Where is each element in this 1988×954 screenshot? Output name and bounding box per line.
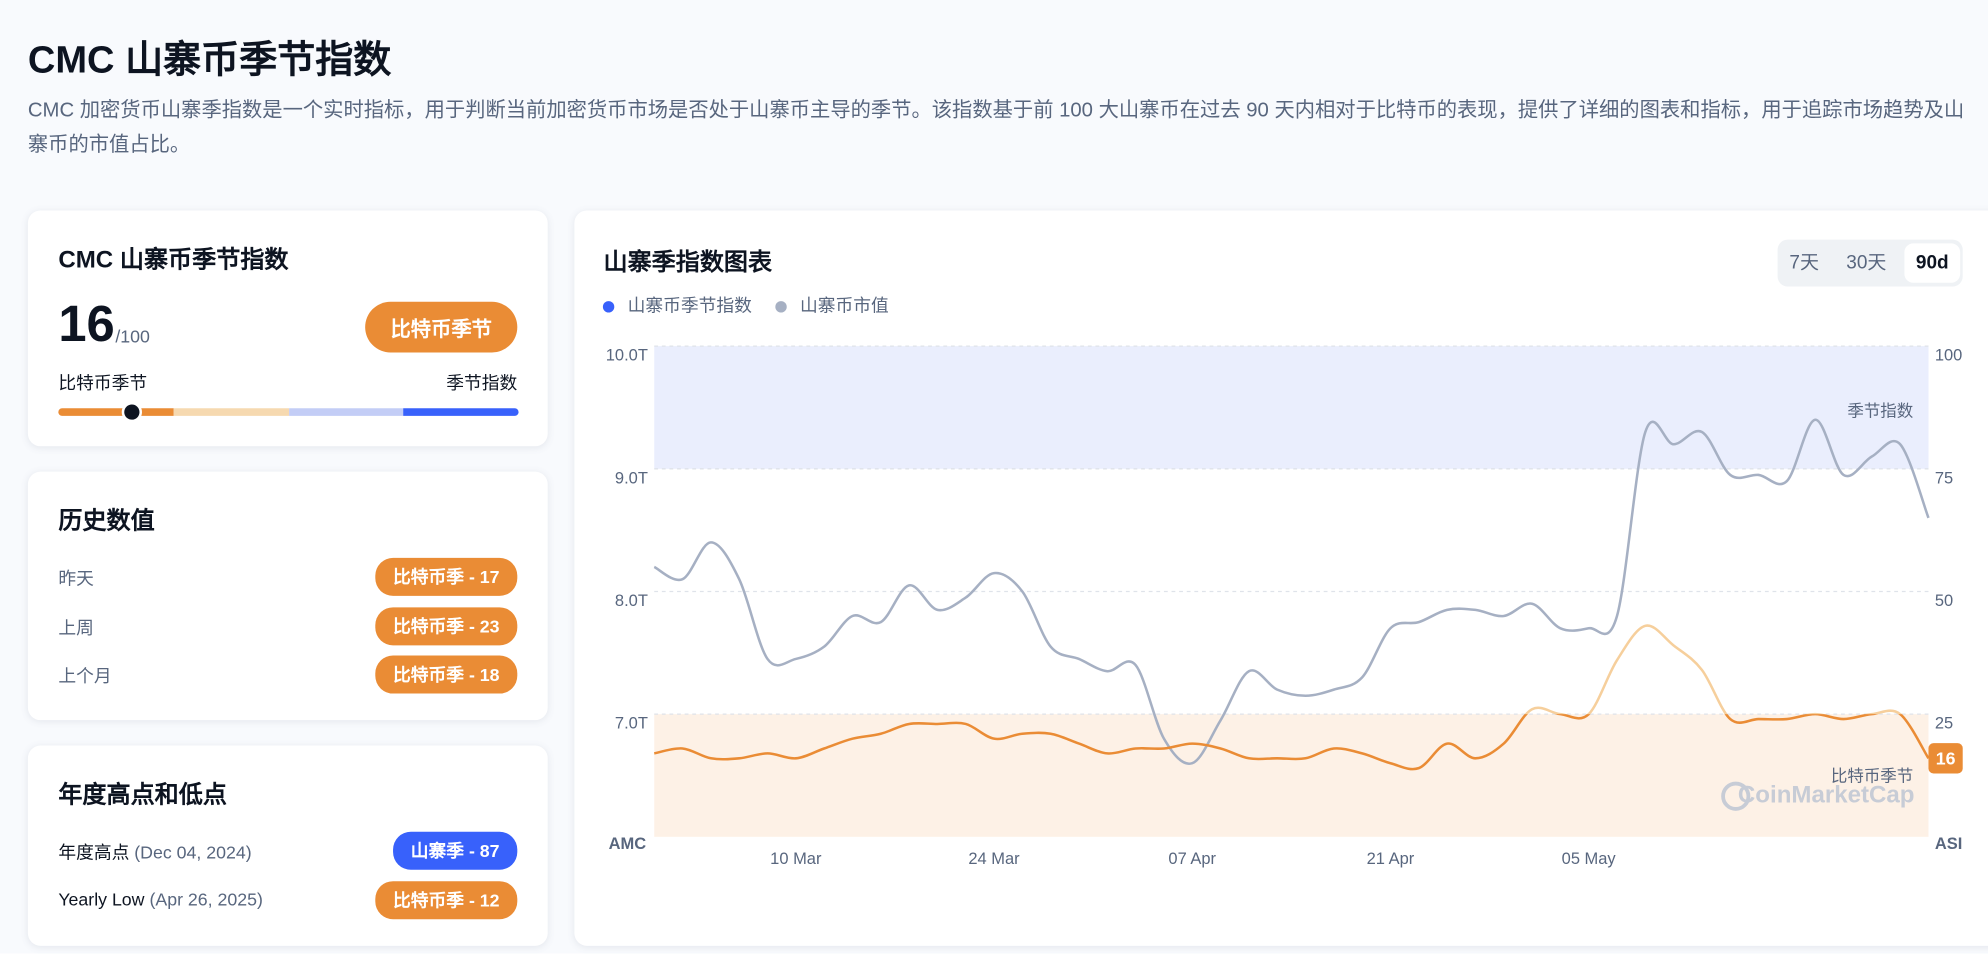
legend-label: 山寨币季节指数: [628, 296, 753, 316]
series-line: [653, 418, 1930, 765]
y2-tick-label: 100: [1935, 347, 1962, 365]
chart-card: 山寨季指数图表 7天 30天 90d 山寨币季节指数 山寨币市值 7.0T 8.0T 9.0T…: [574, 210, 1988, 946]
yearly-label-text: Yearly Low: [58, 888, 145, 910]
series-line-high: [1524, 624, 1902, 715]
yearly-label: 年度高点 (Dec 04, 2024): [58, 839, 251, 864]
band-label: 比特币季节: [1831, 768, 1913, 786]
card-title: CMC 山寨币季节指数: [58, 247, 289, 274]
scale-segment: [58, 408, 174, 416]
history-badge: 比特币季 - 17: [375, 557, 518, 596]
x-tick-label: 05 May: [1562, 850, 1617, 868]
series-line: [653, 714, 1930, 771]
y-tick-label: 8.0T: [615, 592, 648, 610]
index-card: CMC 山寨币季节指数 16 /100 比特币季节 比特币季节 季节指数: [27, 210, 548, 447]
y-tick-label: 10.0T: [606, 347, 648, 365]
y-axis-label: AMC: [609, 835, 647, 853]
tab[interactable]: 90d: [1916, 253, 1949, 274]
tab[interactable]: 7天: [1789, 253, 1819, 274]
tab[interactable]: 30天: [1846, 253, 1886, 274]
watermark-logo: [1721, 781, 1751, 811]
last-value-badge: [1928, 743, 1963, 774]
y2-tick-label: 25: [1935, 715, 1953, 733]
yearly-badge: 比特币季 - 12: [375, 881, 518, 920]
y2-axis-label: ASI: [1935, 835, 1962, 853]
x-tick-label: 21 Apr: [1367, 850, 1415, 868]
legend-dot: [775, 301, 787, 313]
yearly-badge: 山寨季 - 87: [393, 831, 518, 870]
yearly-date: (Dec 04, 2024): [134, 841, 252, 863]
chart-title: 山寨季指数图表: [604, 248, 773, 276]
history-card: 历史数值 昨天 比特币季 - 17 上周 比特币季 - 23 上个月 比特币季 - 18: [27, 471, 548, 721]
chart: 山寨季指数图表 7天 30天 90d 山寨币季节指数 山寨币市值 7.0T 8.0T 9.0T…: [602, 239, 1963, 868]
x-tick-label: 10 Mar: [770, 850, 822, 868]
description: CMC 加密货币山寨季指数是一个实时指标，用于判断当前加密货币市场是否处于山寨币…: [27, 100, 1965, 156]
score: 16: [58, 296, 115, 353]
scale-segment: [173, 408, 289, 416]
band: [654, 346, 1929, 469]
y-tick-label: 7.0T: [615, 715, 648, 733]
history-label: 上周: [58, 616, 94, 638]
legend-label: 山寨币市值: [800, 296, 889, 316]
history-label: 昨天: [58, 568, 94, 589]
scale-knob: [121, 401, 143, 423]
scale-left: 比特币季节: [58, 372, 148, 394]
y-tick-label: 9.0T: [615, 469, 648, 487]
last-value-label: 16: [1936, 748, 1956, 768]
scale-right: 季节指数: [446, 372, 518, 394]
band-label: 季节指数: [1847, 402, 1913, 420]
scale-segment: [288, 408, 404, 416]
card-title: 历史数值: [58, 508, 155, 536]
x-tick-label: 07 Apr: [1168, 850, 1216, 868]
band: [654, 714, 1929, 837]
tab-active: [1904, 243, 1961, 283]
season-badge: 比特币季节: [365, 301, 518, 353]
watermark: CoinMarketCap: [1738, 782, 1915, 809]
yearly-label: Yearly Low (Apr 26, 2025): [58, 889, 263, 909]
scale-segment: [403, 408, 519, 416]
x-tick-label: 24 Mar: [968, 850, 1020, 868]
history-badge: 比特币季 - 18: [375, 655, 518, 694]
yearly-label-text: 年度高点: [58, 841, 130, 863]
legend-dot: [602, 301, 615, 313]
page-title: CMC 山寨币季节指数: [27, 39, 392, 82]
score-max: /100: [115, 325, 150, 347]
card-title: 年度高点和低点: [58, 782, 227, 809]
yearly-card: 年度高点和低点 年度高点 (Dec 04, 2024) 山寨季 - 87 Yearl…: [27, 745, 548, 946]
scale-track: [58, 401, 519, 423]
history-label: 上个月: [58, 665, 112, 686]
y2-tick-label: 75: [1935, 469, 1953, 487]
history-badge: 比特币季 - 23: [375, 606, 518, 645]
y2-tick-label: 50: [1935, 592, 1953, 610]
yearly-date: (Apr 26, 2025): [149, 888, 263, 910]
